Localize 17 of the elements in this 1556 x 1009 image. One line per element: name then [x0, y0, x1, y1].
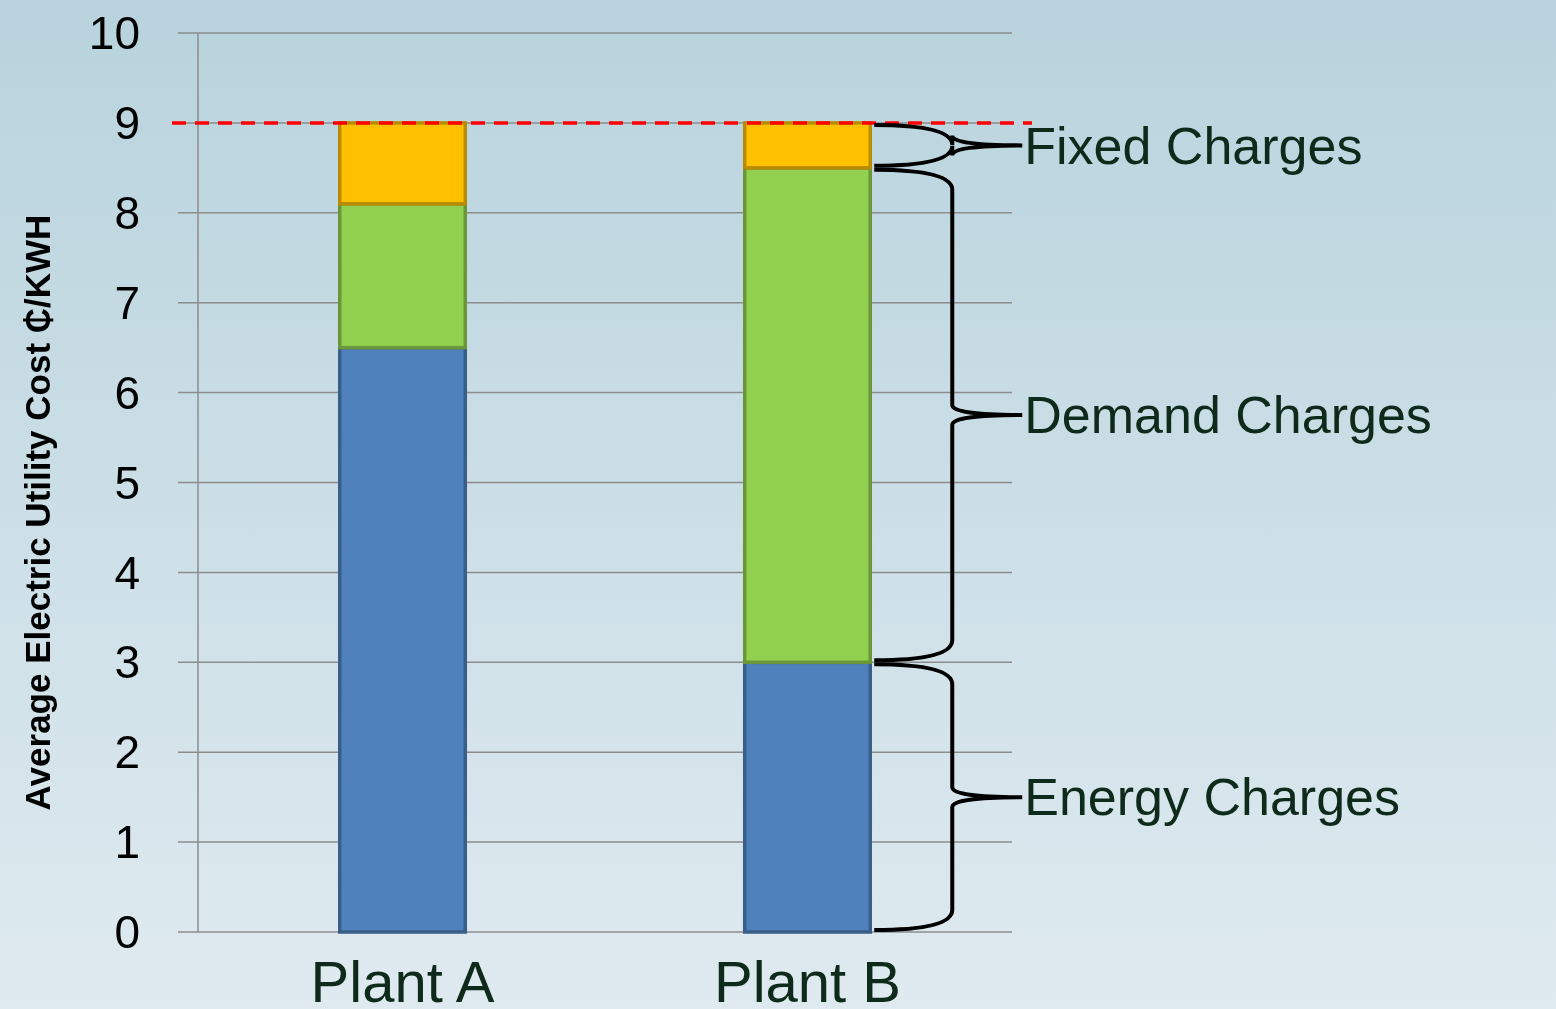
- text: Energy Charges: [1024, 768, 1401, 827]
- y-tick-label: 4: [114, 546, 140, 599]
- y-tick-label: 0: [114, 906, 140, 959]
- y-tick-label: 2: [114, 726, 140, 779]
- y-tick-label: 7: [114, 276, 140, 329]
- y-tick-label: 6: [114, 366, 140, 419]
- x-tick-label: Plant B: [713, 949, 901, 1009]
- text: Demand Charges: [1024, 386, 1432, 445]
- x-tick-label: Plant A: [310, 949, 495, 1009]
- y-tick-label: 10: [88, 7, 140, 60]
- y-tick-label: 8: [114, 186, 140, 239]
- y-tick-label: 9: [114, 97, 140, 149]
- y-tick-label: 1: [114, 816, 140, 869]
- y-tick-label: 3: [114, 636, 140, 689]
- y-axis-title: Average Electric Utility Cost ₵/KWH: [18, 214, 57, 811]
- y-tick-label: 5: [114, 456, 140, 509]
- text: Fixed Charges: [1024, 116, 1363, 175]
